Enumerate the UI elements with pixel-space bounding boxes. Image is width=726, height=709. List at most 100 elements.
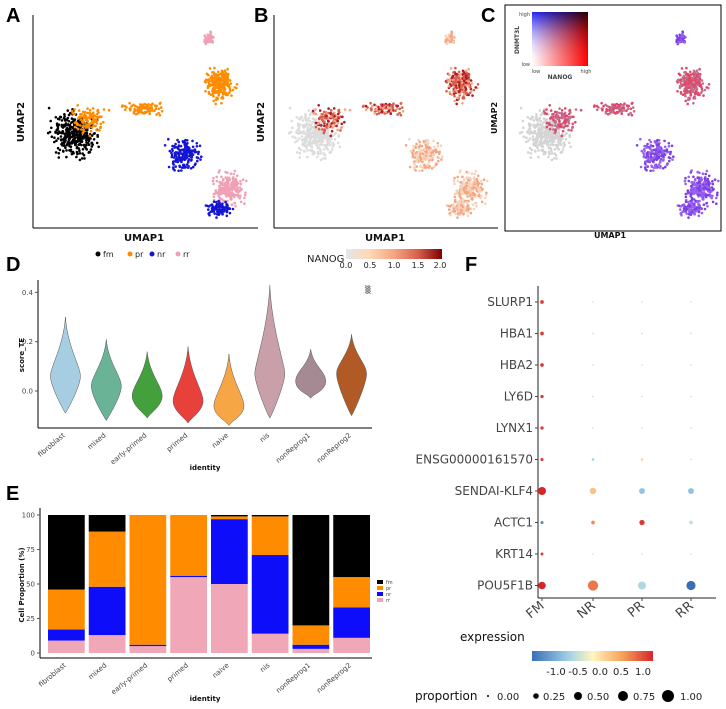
umap-point bbox=[211, 179, 215, 183]
umap-point bbox=[431, 158, 434, 161]
umap-point bbox=[62, 150, 65, 153]
umap-point bbox=[317, 104, 321, 107]
umap-point bbox=[652, 152, 655, 155]
umap-point bbox=[448, 208, 451, 211]
umap-point bbox=[608, 108, 612, 111]
umap-point bbox=[665, 148, 669, 151]
umap-point bbox=[654, 166, 658, 169]
umap-point bbox=[646, 165, 649, 168]
umap-point bbox=[451, 83, 454, 86]
umap-point bbox=[464, 86, 467, 89]
umap-point bbox=[289, 130, 293, 134]
umap-point bbox=[218, 206, 221, 209]
y-tick-label: 100 bbox=[22, 512, 35, 520]
umap-point bbox=[77, 135, 80, 139]
umap-point bbox=[697, 210, 701, 214]
umap-point bbox=[56, 127, 60, 130]
umap-point bbox=[477, 195, 481, 198]
umap-point bbox=[75, 155, 78, 159]
umap-point bbox=[688, 90, 692, 93]
umap-point bbox=[158, 102, 162, 105]
umap-point bbox=[640, 149, 644, 153]
umap-point bbox=[70, 140, 74, 143]
umap-point bbox=[217, 193, 220, 196]
umap-point bbox=[445, 90, 448, 93]
violin-nis bbox=[254, 284, 286, 419]
umap-point bbox=[228, 89, 232, 93]
umap-point bbox=[230, 181, 234, 184]
umap-point bbox=[663, 139, 666, 143]
umap-point bbox=[550, 152, 554, 155]
umap-point bbox=[423, 148, 427, 151]
umap-point bbox=[91, 143, 94, 146]
umap-point bbox=[317, 119, 321, 123]
umap-point bbox=[392, 109, 395, 112]
umap-point bbox=[462, 97, 466, 100]
umap-point bbox=[305, 122, 309, 125]
umap-point bbox=[649, 155, 653, 159]
umap-point bbox=[311, 140, 315, 143]
umap-point bbox=[698, 84, 701, 88]
umap-point bbox=[687, 200, 690, 204]
umap-point bbox=[384, 110, 388, 114]
umap-point bbox=[223, 184, 227, 188]
umap-point bbox=[567, 128, 570, 132]
umap-point bbox=[703, 88, 707, 92]
panel-a-umap-scatter bbox=[46, 30, 248, 219]
umap-point bbox=[323, 128, 327, 131]
umap-point bbox=[316, 155, 319, 159]
umap-point bbox=[75, 122, 79, 126]
umap-point bbox=[460, 192, 464, 196]
bar-fm-nis bbox=[251, 515, 289, 517]
umap-point bbox=[136, 105, 139, 109]
umap-point bbox=[82, 124, 85, 127]
umap-point bbox=[329, 134, 333, 138]
bar-nr-mixed bbox=[88, 586, 126, 636]
umap-point bbox=[107, 108, 111, 112]
panel-c-label: C bbox=[481, 5, 495, 27]
umap-point bbox=[548, 119, 552, 123]
umap-point bbox=[388, 103, 391, 106]
umap-point bbox=[471, 198, 474, 201]
dot-ENSG00000161570-FM bbox=[540, 457, 544, 462]
umap-point bbox=[557, 148, 561, 151]
umap-point bbox=[704, 193, 707, 197]
umap-point bbox=[466, 186, 470, 190]
bar-pr-mixed bbox=[88, 531, 126, 587]
umap-point bbox=[471, 94, 474, 97]
umap-point bbox=[216, 90, 220, 93]
umap-point bbox=[690, 208, 694, 212]
umap-point bbox=[696, 91, 699, 95]
umap-point bbox=[604, 111, 608, 115]
panel-b-colorbar: NANOG 0.0 0.5 1.0 1.5 2.0 bbox=[307, 249, 446, 270]
colorbar-title: NANOG bbox=[307, 254, 344, 265]
umap-point bbox=[569, 116, 572, 119]
umap-point bbox=[189, 167, 193, 170]
umap-point bbox=[471, 191, 475, 195]
umap-point bbox=[78, 152, 82, 155]
umap-point bbox=[239, 194, 242, 198]
umap-point bbox=[308, 113, 312, 117]
proportion-tick: 1.00 bbox=[680, 692, 702, 703]
umap-point bbox=[465, 176, 469, 179]
umap-point bbox=[679, 82, 683, 86]
umap-point bbox=[552, 112, 555, 116]
group-label: FM bbox=[524, 599, 548, 623]
umap-point bbox=[180, 166, 184, 169]
umap-point bbox=[66, 109, 70, 112]
umap-point bbox=[419, 165, 423, 169]
umap-point bbox=[564, 132, 568, 136]
umap-point bbox=[220, 181, 224, 184]
y-tick-label: 0.0 bbox=[22, 388, 33, 396]
umap-point bbox=[90, 126, 94, 129]
umap-point bbox=[217, 92, 221, 96]
umap-point bbox=[336, 141, 340, 145]
umap-point bbox=[197, 152, 200, 156]
umap-point bbox=[545, 136, 549, 140]
umap-point bbox=[191, 145, 195, 149]
umap-point bbox=[685, 212, 688, 215]
umap-point bbox=[291, 135, 295, 138]
umap-point bbox=[348, 108, 352, 112]
umap-point bbox=[684, 200, 688, 203]
umap-point bbox=[700, 79, 704, 82]
